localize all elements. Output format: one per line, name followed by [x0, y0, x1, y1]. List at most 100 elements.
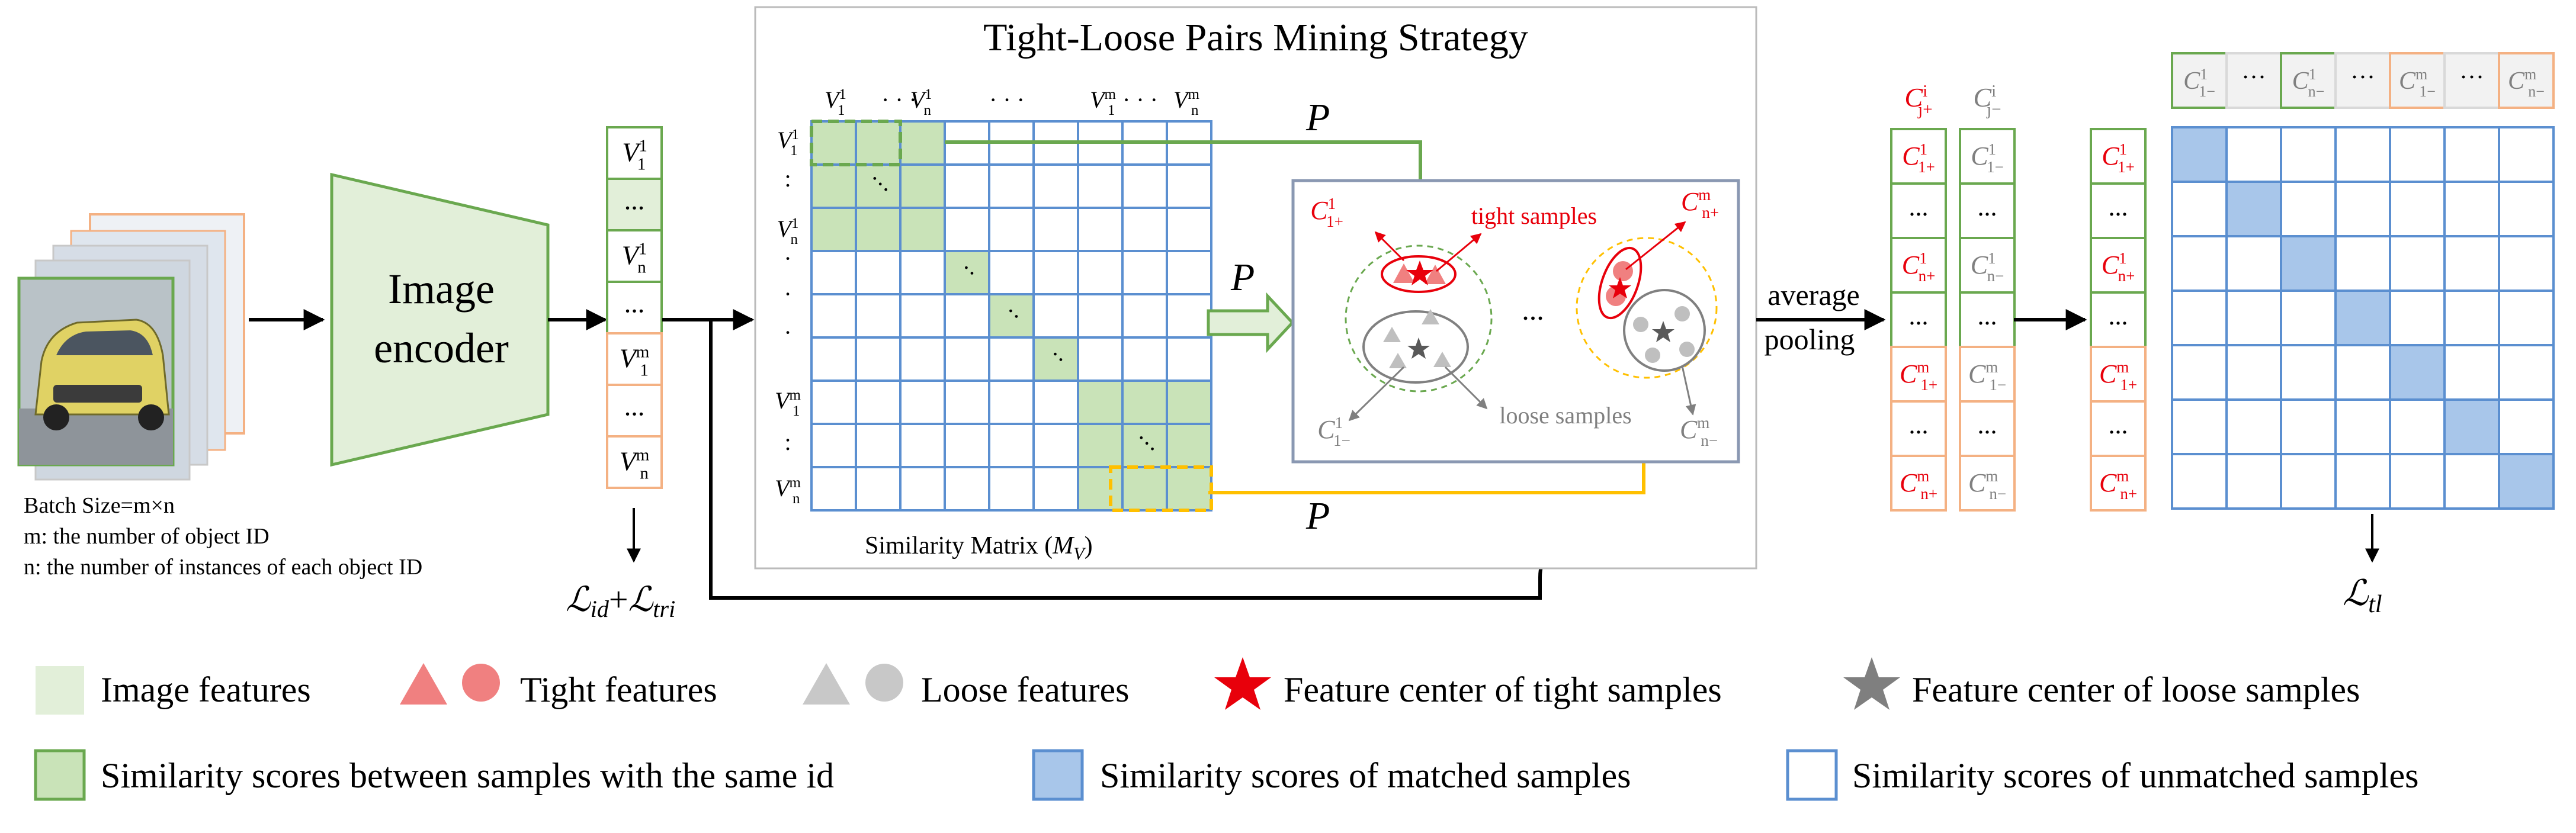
matrix-cell — [1166, 293, 1212, 339]
legend-loose-center: Feature center of loose samples — [1912, 670, 2360, 709]
final-matrix-cell — [2498, 235, 2555, 292]
tight-center-cell-label: ... — [1909, 192, 1929, 221]
legend-unmatched-swatch — [1786, 749, 1838, 801]
feature-cell — [606, 332, 663, 386]
matrix-cell — [1032, 250, 1079, 295]
matrix-cell — [1121, 379, 1168, 425]
matrix-cell — [855, 379, 902, 425]
final-top-label: Cm 1− — [2399, 66, 2436, 100]
matrix-cell — [944, 379, 990, 425]
final-matrix-cell — [2280, 126, 2337, 183]
legend-same-id: Similarity scores between samples with t… — [101, 756, 834, 795]
final-matrix-cell — [2334, 235, 2391, 292]
cluster-center-labels: C1 1+ Cm n+ C1 1− Cm n− — [1310, 186, 1719, 449]
tight-center-cell — [1890, 400, 1947, 457]
final-top-cell — [2498, 52, 2555, 109]
legend-loose-circle — [865, 664, 903, 702]
final-matrix-cell — [2225, 235, 2282, 292]
final-tight-cell — [2090, 291, 2147, 348]
final-matrix-cell — [2225, 290, 2282, 346]
final-top-label: ··· — [2241, 64, 2266, 91]
final-matrix-cell — [2171, 126, 2228, 183]
final-top-labels: C1 1− ··· C1 n− ··· Cm 1− ··· Cm n− — [2171, 52, 2555, 109]
matrix-row-label: : — [784, 165, 791, 192]
average-pooling: average pooling — [1756, 278, 1886, 356]
feature-cell — [606, 384, 663, 438]
matrix-cell — [1032, 423, 1079, 468]
matrix-cell — [1032, 207, 1079, 252]
matrix-cell — [1032, 336, 1079, 382]
encoder-line2: encoder — [374, 324, 509, 372]
matrix-column-labels: V1 1 · · ·V1 n · · · Vm 1 · · · Vm n — [825, 86, 1200, 118]
final-matrix-cell — [2334, 181, 2391, 237]
p-label-bottom: P — [1305, 494, 1330, 538]
similarity-matrix: ············ — [810, 120, 1213, 512]
tight-center-star-2 — [1609, 277, 1631, 298]
matrix-cell — [899, 293, 946, 339]
final-matrix-cell — [2334, 398, 2391, 455]
final-matrix-cell — [2225, 398, 2282, 455]
loose-center-cell — [1959, 400, 2016, 457]
loss-tl: ℒtl — [2343, 574, 2382, 618]
matrix-row-label: · — [784, 281, 791, 307]
final-matrix-cell — [2443, 235, 2500, 292]
matrix-cell — [855, 423, 902, 468]
final-matrix-cell — [2280, 235, 2337, 292]
final-tight-cell-label: ... — [2109, 410, 2128, 439]
final-matrix-cell — [2389, 453, 2446, 510]
encoder-line1: Image — [388, 265, 495, 313]
final-matrix-cell — [2389, 181, 2446, 237]
matrix-row-label: V1 n — [777, 216, 799, 247]
matrix-cell — [1121, 250, 1168, 295]
matrix-cell — [1166, 336, 1212, 382]
matrix-cell — [1166, 207, 1212, 252]
tight-center-cell — [1890, 346, 1947, 403]
legend-image-features-swatch — [36, 666, 84, 715]
final-matrix-cell — [2171, 344, 2228, 401]
loss-id-tri: ℒid+ℒtri — [566, 580, 675, 622]
tight-center-cell-label: C1 1+ — [1902, 140, 1935, 176]
matrix-cell — [1032, 163, 1079, 209]
matrix-cell — [944, 293, 990, 339]
final-matrix-cell — [2389, 290, 2446, 346]
final-matrix-cell — [2443, 453, 2500, 510]
matrix-cell — [1077, 293, 1124, 339]
p-label-middle: P — [1230, 256, 1255, 299]
final-matrix-cell — [2225, 344, 2282, 401]
loose-row-highlight — [1109, 465, 1213, 512]
matrix-cell — [899, 163, 946, 209]
legend-loose-star — [1843, 657, 1900, 710]
tight-center-cell — [1890, 182, 1947, 239]
final-top-label: Cm n− — [2508, 66, 2545, 100]
car-image — [17, 276, 175, 467]
matrix-row-label: : — [784, 429, 791, 455]
final-matrix-cell — [2171, 398, 2228, 455]
matrix-cell — [899, 120, 946, 166]
matrix-col-label: V1 n — [910, 86, 932, 118]
loose-samples-label: loose samples — [1499, 402, 1631, 429]
feature-cell — [606, 178, 663, 231]
final-matrix-cell — [2280, 290, 2337, 346]
matrix-cell — [810, 379, 857, 425]
final-matrix-cell — [2443, 344, 2500, 401]
loose-center-cell-label: ... — [1978, 410, 1997, 439]
matrix-cell — [855, 293, 902, 339]
feature-cell — [606, 126, 663, 180]
matrix-cell — [899, 207, 946, 252]
matrix-cell — [988, 336, 1035, 382]
matrix-cell — [810, 120, 857, 166]
feature-cell-label: V1 n — [622, 240, 647, 277]
matrix-cell — [855, 336, 902, 382]
loose-center-header: Ci j− — [1973, 82, 2001, 119]
loose-center-cell — [1959, 237, 2016, 294]
matrix-col-label: V1 1 — [825, 86, 846, 118]
matrix-cell — [810, 423, 857, 468]
final-matrix-cell — [2225, 126, 2282, 183]
final-matrix-cell — [2225, 453, 2282, 510]
batch-m-label: m: the number of object ID — [24, 524, 270, 549]
legend-loose-features: Loose features — [921, 670, 1130, 709]
legend-tight-center: Feature center of tight samples — [1284, 670, 1722, 709]
tight-center-header: Ci j+ — [1904, 82, 1932, 119]
